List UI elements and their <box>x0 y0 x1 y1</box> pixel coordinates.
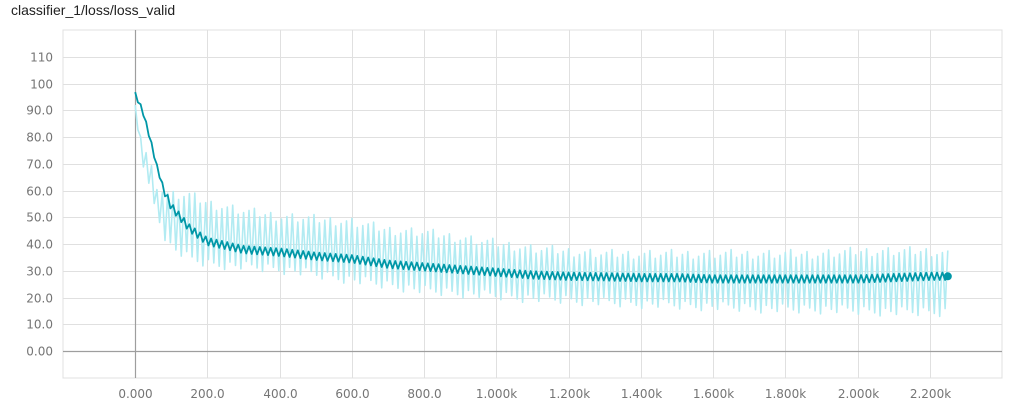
raw-series-line <box>134 104 949 318</box>
y-tick-label: 50.0 <box>26 211 53 225</box>
plot-frame <box>62 29 1003 379</box>
grid <box>62 29 1003 379</box>
x-tick-label: 1.000k <box>476 387 517 401</box>
y-tick-label: 100 <box>30 78 53 92</box>
x-tick-label: 600.0 <box>335 387 369 401</box>
x-tick-label: 200.0 <box>190 387 224 401</box>
y-tick-label: 10.0 <box>26 318 53 332</box>
x-tick-label: 1.200k <box>549 387 590 401</box>
x-tick-label: 2.000k <box>838 387 879 401</box>
chart-title: classifier_1/loss/loss_valid <box>11 2 176 18</box>
x-tick-labels: 0.000 200.0 400.0 600.0 800.0 1.000k 1.200k 1.4… <box>118 387 951 401</box>
y-tick-label: 110 <box>30 51 53 65</box>
smoothed-series[interactable] <box>134 91 952 284</box>
raw-series-band <box>134 104 949 318</box>
y-tick-label: 60.0 <box>26 185 53 199</box>
y-tick-label: 40.0 <box>26 238 53 252</box>
x-tick-label: 0.000 <box>118 387 152 401</box>
y-tick-label: 0.00 <box>26 345 53 359</box>
smoothed-series-line[interactable] <box>134 91 949 284</box>
x-tick-label: 2.200k <box>910 387 951 401</box>
y-tick-label: 30.0 <box>26 265 53 279</box>
axes <box>63 30 1002 378</box>
last-point-marker[interactable] <box>943 272 952 281</box>
x-tick-label: 1.600k <box>693 387 734 401</box>
x-tick-label: 1.800k <box>765 387 806 401</box>
y-tick-label: 80.0 <box>26 131 53 145</box>
x-tick-label: 400.0 <box>263 387 297 401</box>
x-tick-label: 1.400k <box>621 387 662 401</box>
y-tick-labels: 0.00 10.0 20.0 30.0 40.0 50.0 60.0 70.0 80.0 90.0… <box>26 51 53 359</box>
y-tick-label: 20.0 <box>26 292 53 306</box>
x-tick-label: 800.0 <box>407 387 441 401</box>
y-tick-label: 70.0 <box>26 158 53 172</box>
y-tick-label: 90.0 <box>26 104 53 118</box>
